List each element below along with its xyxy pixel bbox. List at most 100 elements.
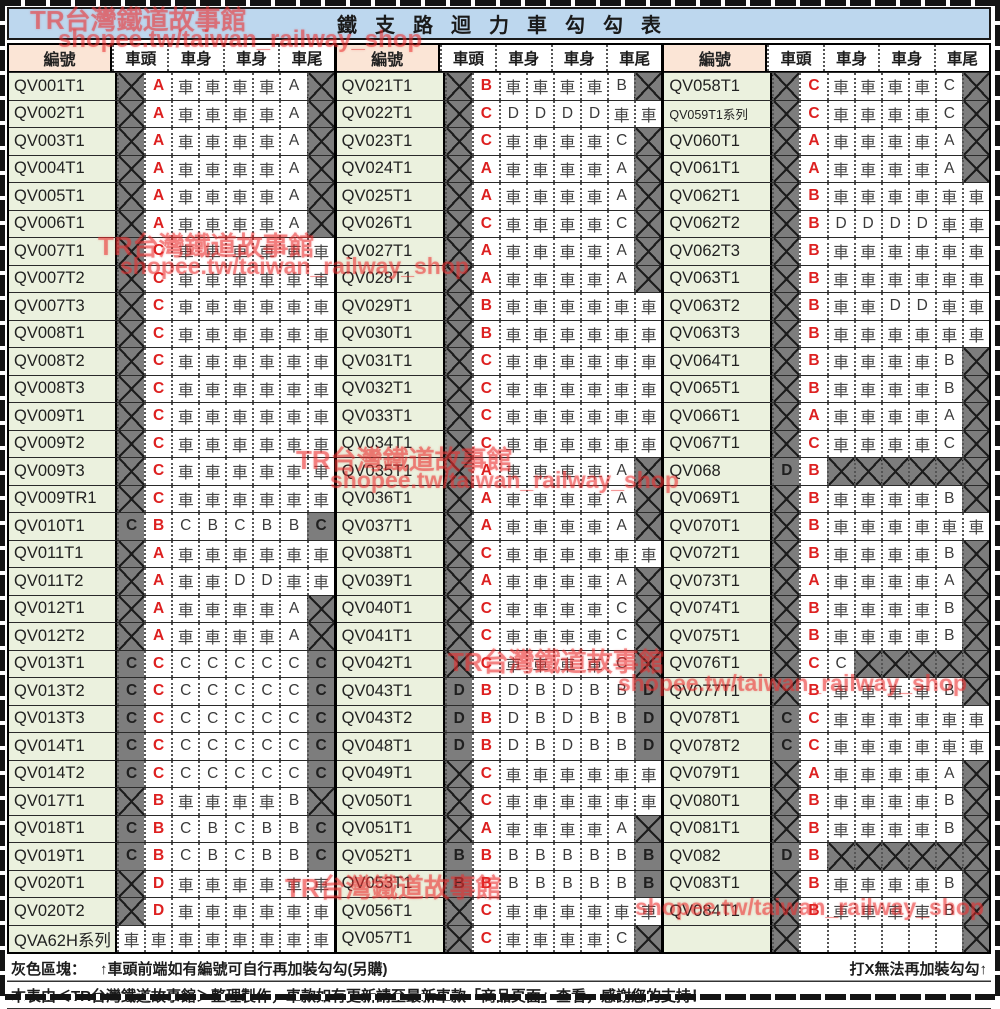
grid-cell: 車 [853,678,881,705]
table-row: QV028T1 A 車車車車 A [336,264,662,292]
grid-cell: 車 [907,155,935,182]
model-id-cell: QV043T1 [336,678,445,705]
grid-cell: A [607,568,635,595]
grid-cell: A [607,183,635,210]
crossed-cell [772,568,800,595]
grid-cell: 車 [525,320,553,347]
table-row: QV030T1 B 車車車車車車 [336,319,662,347]
grid-cell: 車 [279,293,307,320]
grid-cell: 車 [306,540,334,567]
grid-cell: B [252,843,280,870]
grid-cell: 車 [171,485,199,512]
table-row: QV070T1 B 車車車車車車 [664,512,990,540]
grid-cell: 車 [826,815,854,842]
model-id-cell: QV033T1 [336,403,445,430]
crossed-cell [444,348,472,375]
header-col-3: 車身 [550,45,606,71]
crossed-cell [444,595,472,622]
crossed-cell [772,73,800,100]
grid-cell: C [471,595,499,622]
grid-cell: D [880,210,908,237]
table-row: QV084T1 B 車車車車 B [664,897,990,925]
grid-cell: 車 [306,238,334,265]
grid-cell: 車 [934,183,962,210]
table-row: QV063T1 B 車車車車車車 [664,264,990,292]
model-id-cell: QV040T1 [336,595,445,622]
model-id-cell: QV009TR1 [9,485,117,512]
crossed-cell [961,403,989,430]
grid-cell: 車 [826,128,854,155]
grid-cell: 車 [171,293,199,320]
grid-cell: D [552,733,581,760]
grid-cell: C [171,815,199,842]
grid-cell: 車 [607,348,635,375]
grid-cell: C [144,403,172,430]
grid-cell: 車 [880,870,908,897]
grid-cell: 車 [525,128,553,155]
model-id-cell: QV022T1 [336,100,445,127]
model-id-cell: QV077T1 [664,678,773,705]
grid-cell: B [634,843,662,870]
grid-cell: C [934,73,962,100]
grid-cell: B [799,265,827,292]
grid-cell: 車 [907,403,935,430]
grid-cell: 車 [853,375,881,402]
grid-cell: 車 [225,485,253,512]
grid-cell: 車 [552,403,581,430]
table-row: QV078T1 C C 車車車車車車 [664,704,990,732]
grid-cell: 車 [853,733,881,760]
grid-cell: 車 [171,403,199,430]
table-row: QV063T3 B 車車車車車車 [664,319,990,347]
grid-cell: 車 [907,815,935,842]
grid-cell: 車 [580,430,608,457]
table-row: QV005T1 A 車車車車 A [9,182,334,210]
grid-cell: 車 [252,623,280,650]
model-id-cell: QV067T1 [664,430,773,457]
model-id-cell: QV028T1 [336,265,445,292]
grid-cell: B [934,540,962,567]
grid-cell: B [580,705,608,732]
grid-cell: D [907,293,935,320]
grid-cell: C [117,678,145,705]
model-id-cell: QV075T1 [664,623,773,650]
grid-cell: B [198,513,226,540]
grid-cell: 車 [826,430,854,457]
grid-cell: D [252,568,280,595]
grid-cell: A [144,568,172,595]
grid-cell: 車 [826,183,854,210]
grid-cell: 車 [934,265,962,292]
grid-cell: 車 [934,293,962,320]
grid-cell: A [279,210,307,237]
crossed-cell [961,843,989,870]
grid-cell: C [471,348,499,375]
grid-cell: D [772,843,800,870]
grid-cell: 車 [198,595,226,622]
grid-cell: 車 [498,183,526,210]
grid-cell: 車 [279,320,307,347]
grid-cell: 車 [498,155,526,182]
grid-cell: 車 [826,678,854,705]
grid-cell: 車 [552,73,581,100]
table-row: QV067T1 C 車車車車 C [664,429,990,457]
grid-cell: B [471,705,499,732]
grid-cell: C [471,430,499,457]
model-id-cell: QV074T1 [664,595,773,622]
grid-cell: C [144,293,172,320]
crossed-cell [117,540,145,567]
grid-cell: D [853,210,881,237]
model-id-cell: QV039T1 [336,568,445,595]
grid-cell: C [279,760,307,787]
model-id-cell: QV080T1 [664,788,773,815]
crossed-cell [117,595,145,622]
frame-tick-right [995,0,1000,1000]
crossed-cell [117,238,145,265]
crossed-cell [634,210,662,237]
grid-cell: 車 [498,540,526,567]
grid-cell: 車 [934,238,962,265]
grid-cell: 車 [580,403,608,430]
grid-cell: 車 [907,375,935,402]
grid-cell: A [799,760,827,787]
grid-cell: C [144,265,172,292]
grid-cell: D [634,705,662,732]
grid-cell: 車 [306,898,334,925]
